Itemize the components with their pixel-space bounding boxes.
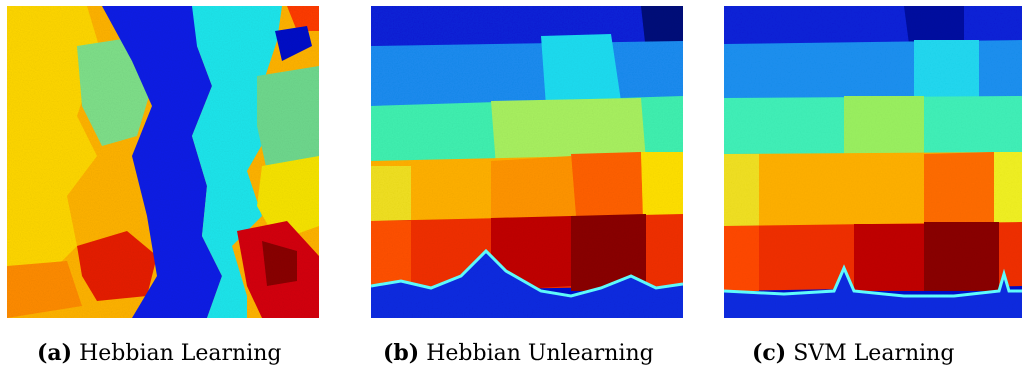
panel-a bbox=[7, 6, 319, 318]
caption-c-title: SVM Learning bbox=[793, 341, 955, 366]
panel-c-image bbox=[724, 6, 1022, 318]
panel-b-image bbox=[371, 6, 683, 318]
caption-a-title: Hebbian Learning bbox=[79, 341, 282, 366]
panel-b bbox=[371, 6, 683, 318]
caption-c-tag: (c) bbox=[752, 340, 787, 366]
caption-c: (c) SVM Learning bbox=[752, 340, 954, 366]
caption-b-tag: (b) bbox=[383, 340, 420, 366]
caption-b-title: Hebbian Unlearning bbox=[426, 341, 654, 366]
caption-a: (a) Hebbian Learning bbox=[37, 340, 281, 366]
caption-a-tag: (a) bbox=[37, 340, 73, 366]
caption-b: (b) Hebbian Unlearning bbox=[383, 340, 654, 366]
panel-a-image bbox=[7, 6, 319, 318]
panel-c bbox=[724, 6, 1022, 318]
